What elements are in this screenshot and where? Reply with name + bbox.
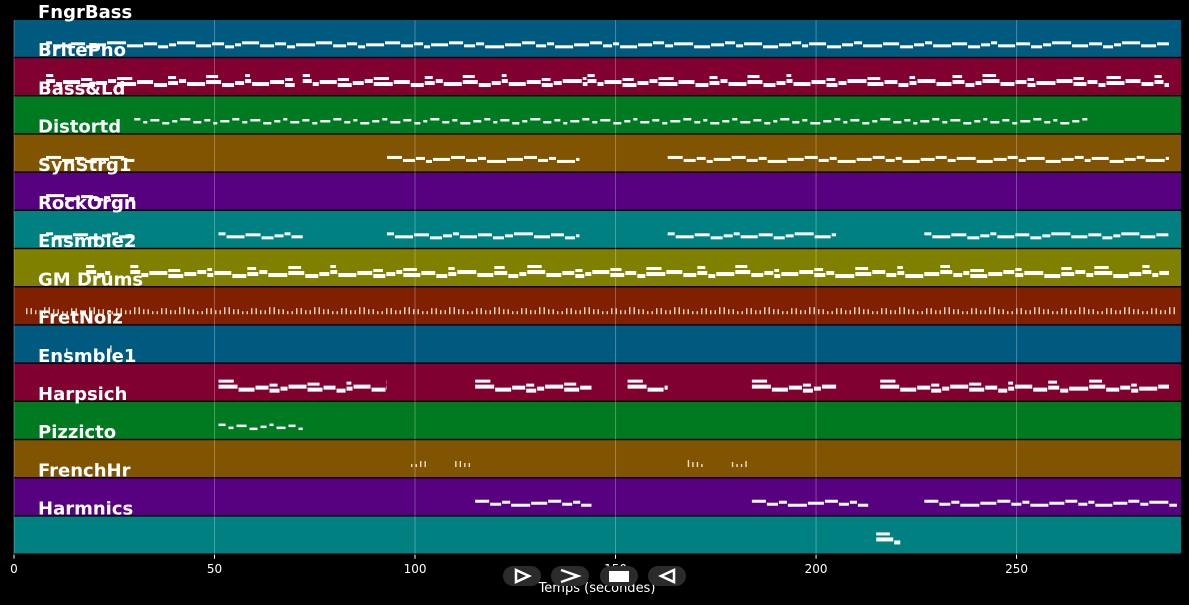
- track-label: FretNoiz: [38, 308, 123, 329]
- play-forward-button[interactable]: [503, 566, 541, 586]
- track-label: Bass&Ld: [38, 78, 125, 99]
- track-band: [14, 287, 1181, 325]
- play-outline-icon: [514, 568, 532, 584]
- track-labels: FngrBass BritePno Bass&Ld Distortd SynStrg1 R…: [38, 2, 143, 520]
- track-label: RockOrgn: [38, 193, 137, 214]
- note-segment: [218, 423, 303, 431]
- x-tick-label: 200: [805, 562, 828, 576]
- note-segment: [687, 460, 703, 468]
- note-segment: [667, 232, 837, 240]
- note-segment: [475, 499, 592, 507]
- note-segment: [475, 379, 592, 393]
- track-band: [14, 402, 1181, 439]
- note-segment: [26, 307, 1175, 315]
- track-label: SynStrg1: [38, 155, 131, 176]
- track-label: Ensmble2: [38, 231, 136, 252]
- track-label: Ensmble1: [38, 346, 136, 367]
- track-band: [14, 249, 1181, 286]
- note-segment: [46, 194, 135, 202]
- play-reverse-icon: [658, 568, 676, 584]
- x-tick-label: 100: [404, 562, 427, 576]
- track-band: [14, 516, 1181, 554]
- track-band: [14, 211, 1181, 248]
- note-segment: [751, 379, 837, 393]
- note-segment: [386, 232, 580, 240]
- note-segment: [86, 265, 111, 278]
- note-segment: [455, 461, 471, 468]
- track-band: [14, 172, 1181, 210]
- note-segment: [110, 345, 112, 353]
- note-segment: [218, 232, 303, 240]
- note-segment: [876, 532, 901, 545]
- x-tick-label: 0: [10, 562, 18, 576]
- track-label: Distortd: [38, 117, 121, 138]
- track-band: [14, 325, 1181, 363]
- track-band: [14, 20, 1181, 57]
- next-button[interactable]: [551, 566, 589, 586]
- note-segment: [302, 74, 588, 88]
- note-segment: [66, 348, 68, 353]
- note-segment: [667, 155, 1169, 163]
- track-band: [14, 58, 1181, 95]
- note-segment: [411, 461, 426, 468]
- note-segment: [130, 265, 1169, 279]
- note-segment: [46, 155, 135, 163]
- track-label: Pizzicto: [38, 422, 116, 443]
- track-band: [14, 440, 1181, 477]
- x-tick-label: 50: [207, 562, 222, 576]
- stop-icon: [609, 571, 629, 582]
- note-segment: [46, 41, 1169, 49]
- note-segment: [924, 499, 1177, 507]
- note-segment: [386, 155, 580, 163]
- track-band: [14, 134, 1181, 172]
- note-segment: [880, 379, 1169, 393]
- note-segment: [627, 379, 668, 392]
- note-segment: [751, 499, 869, 507]
- note-segment: [46, 232, 135, 240]
- track-label: FngrBass: [38, 2, 132, 23]
- note-segment: [924, 232, 1169, 240]
- previous-button[interactable]: [648, 566, 686, 586]
- track-band: [14, 478, 1181, 516]
- track-band: [14, 96, 1181, 134]
- x-tick-label: 250: [1005, 562, 1028, 576]
- note-segment: [134, 117, 1088, 125]
- track-label: FrenchHr: [38, 460, 131, 481]
- note-layer: [26, 41, 1177, 545]
- track-label: GM Drums: [38, 269, 143, 290]
- chevron-right-icon: [560, 568, 582, 584]
- note-segment: [587, 74, 1169, 88]
- track-label: Harmnics: [38, 499, 133, 520]
- track-bands: [14, 20, 1181, 554]
- note-segment: [46, 74, 295, 88]
- track-label: Harpsich: [38, 384, 127, 405]
- track-label: BritePno: [38, 40, 126, 61]
- track-band: [14, 363, 1181, 401]
- note-segment: [731, 461, 747, 468]
- note-segment: [218, 379, 387, 393]
- grid-lines: [13, 20, 1018, 555]
- stop-button[interactable]: [600, 566, 638, 586]
